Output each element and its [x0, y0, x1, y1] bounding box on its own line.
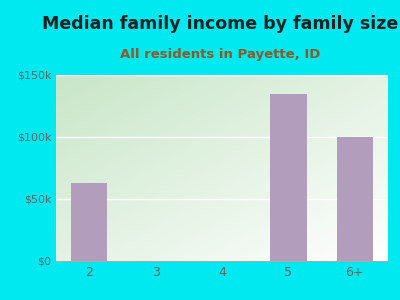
Bar	[71, 183, 108, 261]
Bar	[270, 94, 307, 261]
Bar	[336, 137, 373, 261]
Text: All residents in Payette, ID: All residents in Payette, ID	[120, 47, 320, 61]
Text: Median family income by family size: Median family income by family size	[42, 15, 398, 33]
